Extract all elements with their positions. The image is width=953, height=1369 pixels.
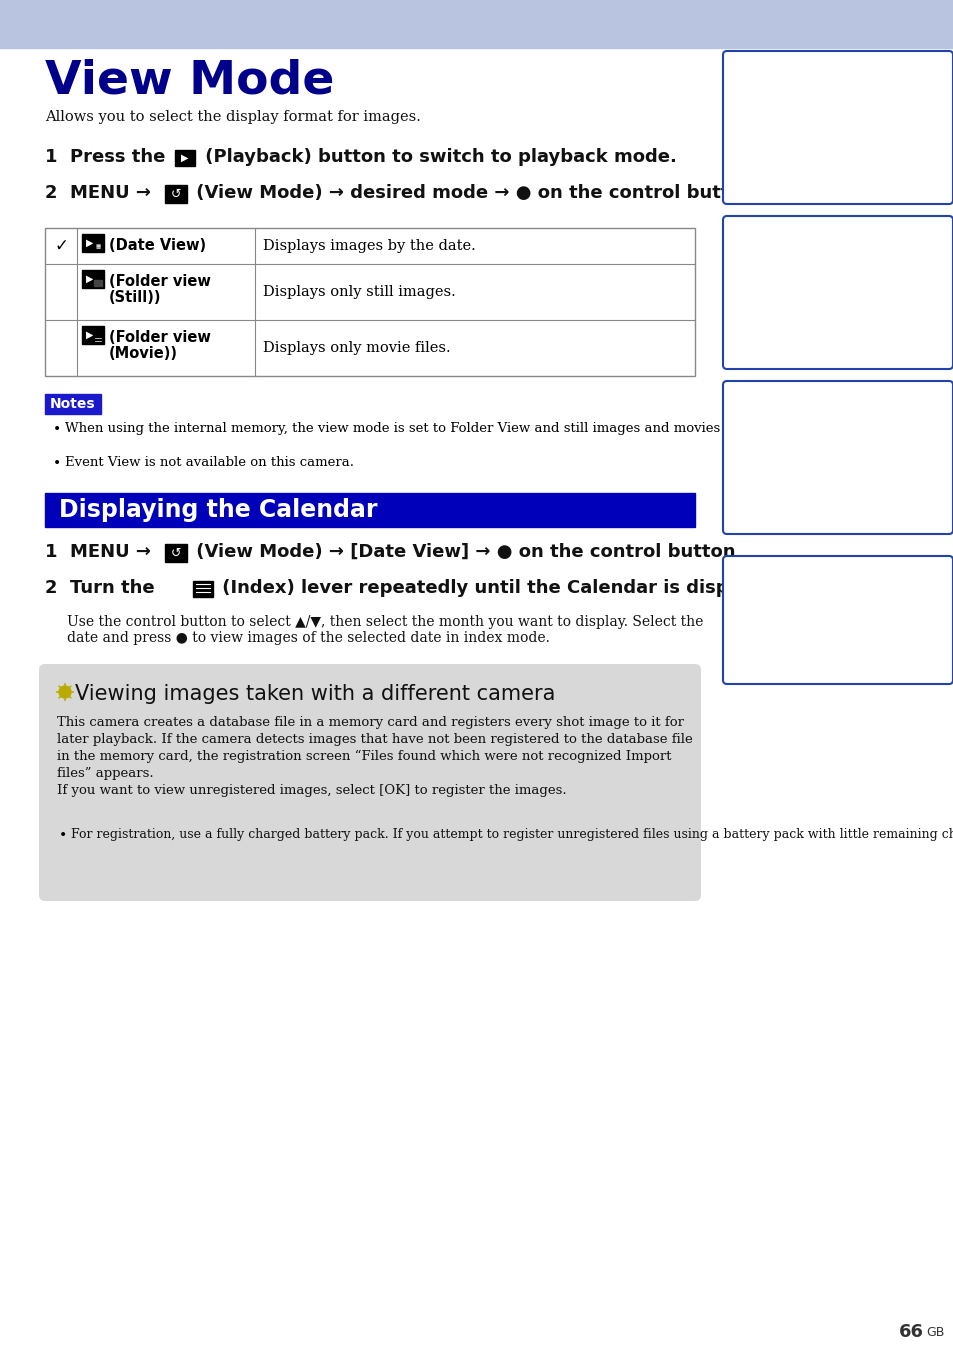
Text: ▦: ▦ <box>95 245 100 249</box>
Text: Allows you to select the display format for images.: Allows you to select the display format … <box>45 110 420 125</box>
Text: (Still)): (Still)) <box>109 290 161 305</box>
Text: GB: GB <box>925 1327 943 1339</box>
Bar <box>82 326 104 344</box>
Text: MENU/Settings
Search: MENU/Settings Search <box>821 401 853 515</box>
Text: Displays only still images.: Displays only still images. <box>263 285 456 298</box>
Text: Table of
contents: Table of contents <box>821 94 853 160</box>
FancyBboxPatch shape <box>722 556 952 684</box>
Bar <box>94 281 102 286</box>
Text: ▶: ▶ <box>86 274 93 283</box>
Text: This camera creates a database file in a memory card and registers every shot im: This camera creates a database file in a… <box>57 716 692 797</box>
FancyBboxPatch shape <box>722 51 952 204</box>
Bar <box>174 151 194 166</box>
Bar <box>193 580 213 597</box>
Bar <box>92 244 103 251</box>
Text: Operation
Search: Operation Search <box>821 255 853 331</box>
Text: 2  MENU →: 2 MENU → <box>45 183 157 203</box>
Text: Use the control button to select ▲/▼, then select the month you want to display.: Use the control button to select ▲/▼, th… <box>67 615 702 645</box>
Text: (Playback) button to switch to playback mode.: (Playback) button to switch to playback … <box>199 148 677 166</box>
Text: For registration, use a fully charged battery pack. If you attempt to register u: For registration, use a fully charged ba… <box>71 828 953 841</box>
Bar <box>92 279 103 287</box>
Text: 1  MENU →: 1 MENU → <box>45 543 157 561</box>
Bar <box>82 234 104 252</box>
Text: 2  Turn the: 2 Turn the <box>45 579 167 597</box>
Text: ▶: ▶ <box>181 153 189 163</box>
Text: ↺: ↺ <box>171 546 181 560</box>
Text: (View Mode) → desired mode → ● on the control button: (View Mode) → desired mode → ● on the co… <box>190 183 754 203</box>
Text: •: • <box>53 456 61 470</box>
Text: Viewing images taken with a different camera: Viewing images taken with a different ca… <box>75 684 555 704</box>
Text: (Folder view: (Folder view <box>109 274 211 289</box>
Text: ▶: ▶ <box>86 330 93 340</box>
Bar <box>0 0 953 48</box>
Text: (Date View): (Date View) <box>109 238 206 253</box>
Text: 66: 66 <box>898 1322 923 1342</box>
Text: •: • <box>53 422 61 435</box>
Bar <box>165 543 187 563</box>
Text: (Movie)): (Movie)) <box>109 346 178 361</box>
Text: (Folder view: (Folder view <box>109 330 211 345</box>
FancyBboxPatch shape <box>722 216 952 370</box>
Bar <box>92 335 103 344</box>
Text: ▶: ▶ <box>86 238 93 248</box>
Text: Displays images by the date.: Displays images by the date. <box>263 240 476 253</box>
Text: •: • <box>59 828 67 842</box>
Text: Event View is not available on this camera.: Event View is not available on this came… <box>65 456 354 470</box>
Circle shape <box>59 686 71 698</box>
Text: ✓: ✓ <box>54 237 68 255</box>
Bar <box>82 270 104 287</box>
Text: (View Mode) → [Date View] → ● on the control button: (View Mode) → [Date View] → ● on the con… <box>190 543 735 561</box>
Bar <box>45 229 695 376</box>
Bar <box>165 185 187 203</box>
Text: When using the internal memory, the view mode is set to Folder View and still im: When using the internal memory, the view… <box>65 422 942 435</box>
Text: Displays only movie files.: Displays only movie files. <box>263 341 450 355</box>
Text: Displaying the Calendar: Displaying the Calendar <box>59 498 377 522</box>
Bar <box>45 493 695 527</box>
Text: 1  Press the: 1 Press the <box>45 148 172 166</box>
Bar <box>45 394 101 413</box>
Text: (Index) lever repeatedly until the Calendar is displayed.: (Index) lever repeatedly until the Calen… <box>215 579 789 597</box>
Text: Notes: Notes <box>51 397 95 411</box>
Text: View Mode: View Mode <box>45 57 334 103</box>
Text: Index: Index <box>830 600 844 641</box>
Text: ↺: ↺ <box>171 188 181 200</box>
FancyBboxPatch shape <box>39 664 700 901</box>
FancyBboxPatch shape <box>722 381 952 534</box>
